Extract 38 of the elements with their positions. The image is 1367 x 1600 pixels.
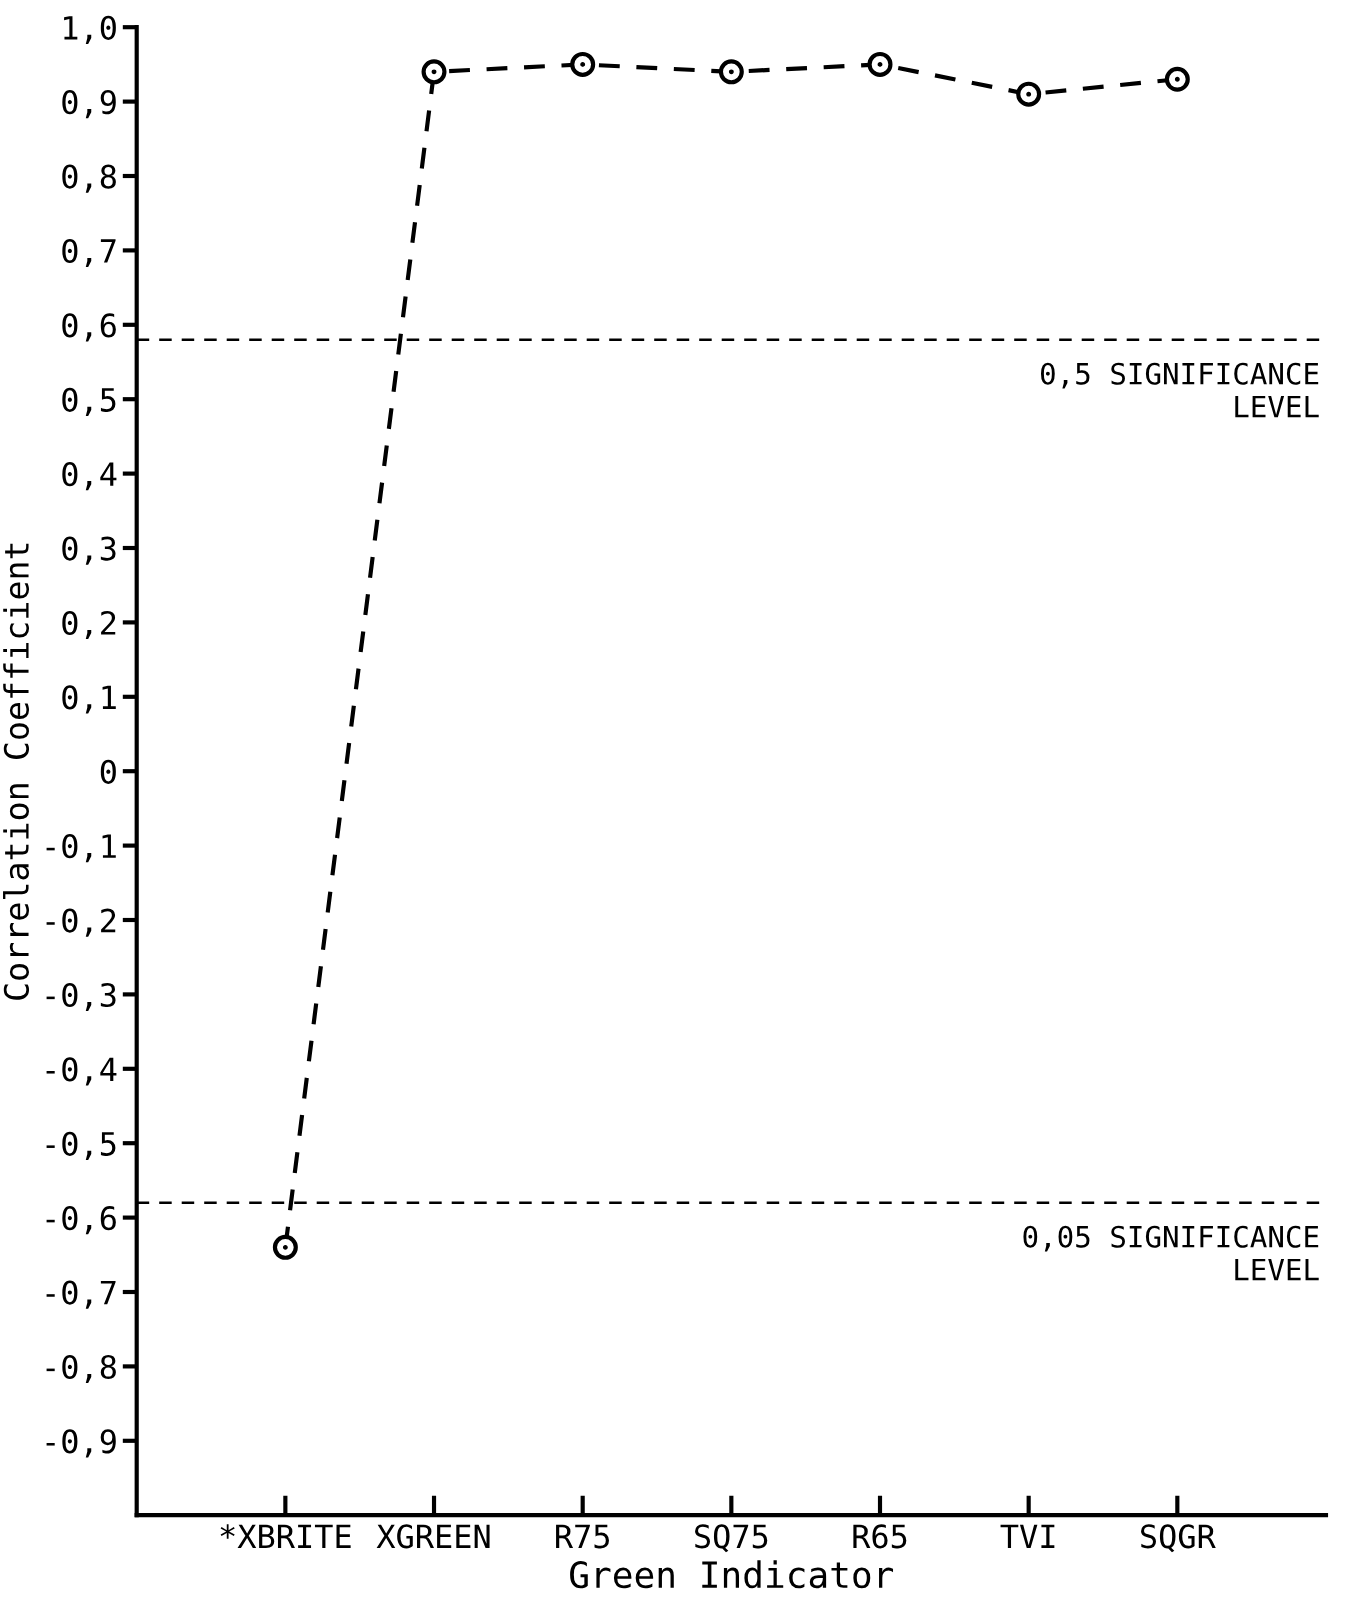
x-tick-label: XGREEN: [376, 1524, 490, 1549]
y-tick-label: 0,1: [62, 685, 116, 714]
x-tick-label: R75: [556, 1524, 609, 1549]
point: [1016, 81, 1042, 107]
x-tick-label: *XBRITE: [220, 1524, 351, 1548]
y-tick-label: 0,7: [62, 238, 116, 268]
y-tick-label: -0,9: [46, 1429, 116, 1458]
y-tick-label: -0,2: [46, 908, 116, 937]
y-tick-label: -0,4: [46, 1057, 117, 1086]
x-axis-title: Green Indicator: [570, 1560, 894, 1589]
y-tick-label: 0,8: [62, 164, 116, 193]
y-tick-label: 0,9: [62, 90, 116, 119]
y-tick-label: 0,4: [62, 462, 117, 491]
y-tick-label: -0,5: [46, 1131, 116, 1160]
point: [1164, 66, 1190, 92]
ref-line-label: 0,05 SIGNIFICANCE LEVEL: [1023, 1225, 1319, 1281]
point: [272, 1234, 298, 1260]
point: [867, 51, 893, 77]
point: [718, 59, 744, 85]
y-tick-label: 0,3: [62, 536, 116, 565]
ref-line-label: 0,5 SIGNIFICANCE LEVEL: [1040, 362, 1319, 418]
y-axis-title: Correlation Coefficient: [3, 543, 30, 1000]
y-tick-label: 1,0: [64, 15, 116, 44]
point: [421, 59, 447, 85]
y-tick-label: 0,5: [62, 387, 116, 416]
y-tick-label: 0,6: [62, 313, 116, 342]
x-tick-label: R65: [853, 1524, 907, 1549]
y-tick-label: 0: [100, 759, 116, 784]
y-tick-label: -0,7: [46, 1280, 116, 1309]
x-tick-label: TVI: [1000, 1524, 1055, 1548]
x-tick-label: SQ75: [695, 1524, 768, 1553]
y-tick-label: -0,3: [46, 982, 116, 1012]
y-tick-label: 0,2: [62, 610, 116, 640]
y-tick-label: -0,1: [46, 834, 116, 863]
y-tick-label: -0,8: [46, 1354, 116, 1384]
y-tick-label: -0,6: [46, 1206, 116, 1235]
point: [570, 51, 596, 77]
x-tick-label: SQGR: [1141, 1524, 1216, 1553]
